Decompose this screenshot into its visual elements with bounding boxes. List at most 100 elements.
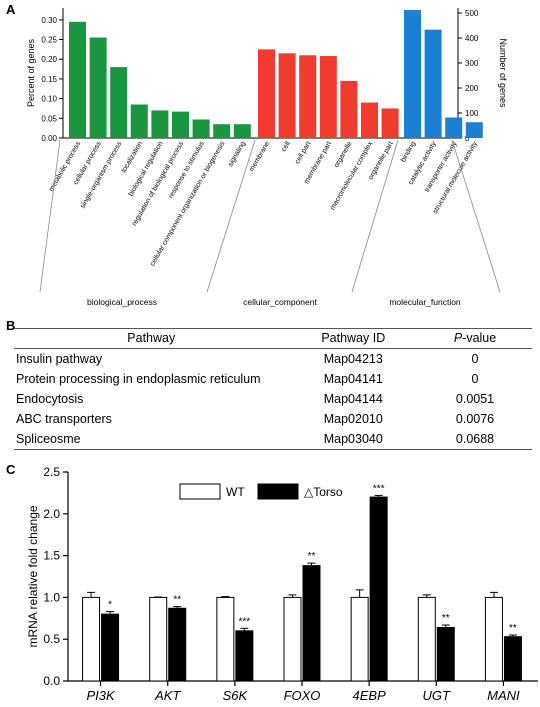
significance-label: ** (509, 623, 517, 634)
group-label-1: cellular_component (243, 297, 317, 307)
panel-label-c: C (6, 462, 16, 477)
go-bar (233, 124, 251, 138)
bar-torso (503, 636, 522, 682)
go-bar (299, 55, 317, 138)
go-bar (278, 53, 296, 138)
panel-label-a: A (6, 2, 16, 17)
group-bracket-line (351, 139, 399, 293)
y2-axis-title: Number of genes (498, 38, 508, 108)
header-pathway: Pathway (14, 328, 289, 349)
y2-tick-label: 300 (465, 59, 479, 68)
y-tick-label: 0.5 (43, 632, 60, 646)
cell-id: Map04144 (323, 392, 383, 406)
go-bar (404, 9, 421, 139)
go-category-label: membrane (248, 140, 271, 173)
bar-wt (82, 596, 101, 682)
bar-torso (235, 630, 254, 682)
y-tick-label: 0.20 (41, 55, 57, 64)
cell-p: 0 (471, 352, 479, 366)
y2-tick-label: 400 (465, 34, 479, 43)
y2-tick-label: 500 (465, 9, 479, 18)
table-row: Spliceosme Map03040 0.0688 (14, 429, 532, 450)
table-row: Endocytosis Map04144 0.0051 (14, 389, 532, 409)
mrna-fold-change-chart: 0.0 0.5 1.0 1.5 2.0 2.5 mRNA relative fold cha… (26, 465, 538, 703)
group-bracket-line (451, 139, 501, 293)
cell-id: Map04141 (323, 372, 383, 386)
group-bracket-line (206, 139, 256, 293)
go-bar (130, 104, 148, 138)
go-bar (172, 111, 189, 138)
y-tick-label: 2.5 (43, 465, 60, 479)
x-tick-label: 4EBP (353, 688, 387, 703)
bar-torso (168, 607, 187, 682)
cell-pathway: Endocytosis (16, 392, 84, 406)
legend-swatch-0 (179, 483, 221, 500)
go-annotation-chart: 0.00 0.05 0.10 0.15 0.20 0.25 0.30 0 100 200 300 40… (26, 8, 508, 307)
y-axis-title: mRNA relative fold change (26, 505, 40, 647)
bar-torso (101, 613, 120, 682)
cell-p: 0.0076 (455, 412, 495, 426)
significance-label: *** (373, 483, 385, 494)
go-category-label: signaling (227, 140, 247, 168)
bar-wt (350, 596, 369, 682)
go-bar (213, 124, 231, 138)
y-tick-label: 1.5 (43, 549, 60, 563)
cell-pathway: Insulin pathway (16, 352, 103, 366)
go-bar (258, 49, 275, 139)
significance-label: *** (239, 616, 251, 627)
y-tick-label: 0.00 (41, 134, 57, 143)
header-pathway-id: Pathway ID (288, 328, 419, 349)
go-bar (361, 102, 378, 138)
group-bracket-line (39, 139, 61, 293)
significance-label: ** (308, 551, 316, 562)
header-p-italic: P (453, 331, 463, 345)
x-tick-label: FOXO (284, 688, 321, 703)
legend-label-0: WT (226, 485, 245, 499)
y-tick-label: 2.0 (43, 507, 60, 521)
go-category-label: localization (121, 140, 144, 174)
table-header-row: Pathway Pathway ID P-value (14, 328, 532, 349)
cell-id: Map02010 (323, 412, 383, 426)
group-label-0: biological_process (87, 297, 157, 307)
bar-torso (436, 626, 455, 682)
y-tick-label: 0.15 (41, 75, 57, 84)
pathway-table: Pathway Pathway ID P-value Insulin pathw… (14, 328, 532, 450)
go-bar (340, 80, 358, 138)
go-category-label: single-organism process (79, 140, 123, 210)
bar-wt (417, 596, 436, 682)
go-bar (319, 56, 337, 138)
table-row: Insulin pathway Map04213 0 (14, 349, 532, 370)
y-tick-label: 0.0 (43, 674, 60, 688)
y-tick-label: 0.10 (41, 95, 57, 104)
cell-p: 0 (471, 372, 479, 386)
go-bar (89, 37, 107, 138)
cell-id: Map04213 (323, 352, 383, 366)
bar-wt (149, 596, 168, 682)
y2-tick-label: 0 (465, 134, 470, 143)
legend-label-1: △Torso (304, 485, 343, 499)
bar-wt (484, 596, 503, 682)
table-row: Protein processing in endoplasmic reticu… (14, 369, 532, 389)
cell-pathway: Spliceosme (14, 429, 289, 450)
go-category-label: cell part (294, 140, 312, 165)
panel-label-b: B (6, 318, 16, 333)
bar-torso (302, 565, 321, 682)
go-category-label: binding (400, 140, 417, 163)
go-bar (151, 110, 169, 138)
go-bar (445, 117, 463, 138)
go-bar (69, 21, 86, 138)
go-bar (424, 29, 442, 139)
cell-p: 0.0051 (455, 392, 495, 406)
bar-wt (216, 596, 235, 682)
significance-label: * (108, 600, 112, 611)
significance-label: ** (173, 595, 181, 606)
y-tick-label: 0.25 (41, 36, 57, 45)
go-bar (381, 108, 399, 138)
significance-label: ** (442, 613, 450, 624)
go-bar (465, 122, 483, 138)
x-tick-label: PI3K (86, 688, 116, 703)
cell-pathway: ABC transporters (16, 412, 112, 426)
legend-swatch-1 (257, 483, 299, 500)
y-tick-label: 1.0 (43, 590, 60, 604)
bar-torso (369, 496, 388, 682)
